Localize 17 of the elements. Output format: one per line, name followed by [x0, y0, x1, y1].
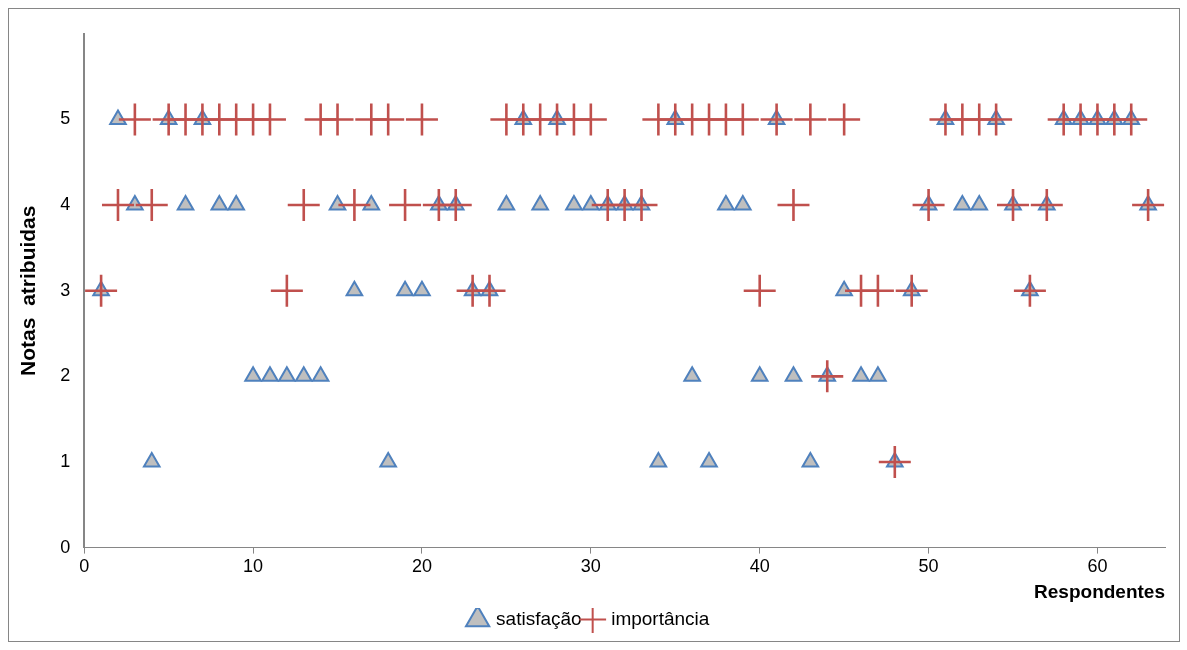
x-tick-label: 20 [411, 556, 432, 577]
y-tick-label: 3 [60, 279, 71, 300]
x-axis-title: Respondentes [1034, 580, 1165, 602]
x-tick-label: 60 [1087, 556, 1108, 577]
y-tick-label: 1 [60, 450, 71, 471]
x-tick-label: 10 [243, 556, 264, 577]
y-axis-title: Notas atribuidas [16, 205, 40, 376]
legend-label: importância [611, 607, 710, 629]
x-tick-label: 40 [749, 556, 770, 577]
x-tick-label: 30 [580, 556, 601, 577]
legend-label: satisfação [496, 607, 582, 629]
y-tick-label: 5 [60, 108, 71, 129]
y-tick-label: 2 [60, 365, 71, 386]
x-tick-label: 0 [79, 556, 90, 577]
y-tick-label: 0 [60, 536, 71, 557]
y-tick-label: 4 [60, 194, 71, 215]
x-tick-label: 50 [918, 556, 939, 577]
